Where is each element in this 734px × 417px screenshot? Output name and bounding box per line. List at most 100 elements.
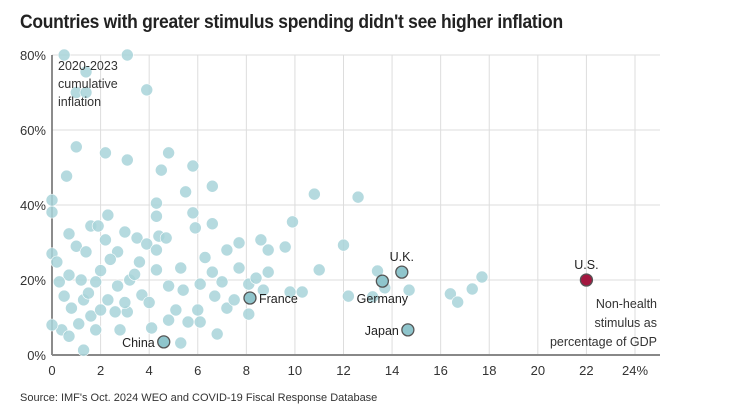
data-point — [104, 253, 117, 266]
data-point — [162, 313, 175, 327]
data-point — [366, 290, 379, 304]
x-tick-label: 14 — [385, 363, 399, 378]
data-point — [193, 277, 207, 291]
data-point — [121, 48, 134, 62]
x-tick-label: 24% — [622, 363, 648, 378]
data-point — [94, 303, 107, 317]
data-point — [162, 279, 175, 293]
label-uk: U.K. — [390, 250, 414, 264]
x-tick-label: 6 — [194, 363, 201, 378]
data-point — [118, 225, 132, 239]
y-tick-label: 80% — [20, 48, 46, 63]
data-point — [176, 283, 190, 297]
data-point — [198, 251, 212, 264]
point-germany — [375, 274, 390, 288]
y-axis-title-line: 2020-2023 — [58, 59, 118, 73]
data-point — [220, 301, 234, 315]
data-point — [193, 315, 207, 329]
point-us — [579, 273, 594, 287]
data-point — [402, 283, 416, 297]
data-point — [257, 283, 270, 297]
data-point — [220, 243, 234, 257]
x-tick-label: 22 — [579, 363, 593, 378]
data-point — [79, 245, 93, 259]
data-point — [140, 237, 154, 251]
y-tick-label: 20% — [20, 273, 46, 288]
data-point — [169, 303, 183, 317]
data-point — [189, 221, 202, 235]
data-point — [261, 243, 275, 257]
data-point — [254, 233, 268, 247]
y-axis-title-line: cumulative — [58, 77, 118, 91]
data-point — [77, 343, 90, 357]
label-china: China — [122, 336, 155, 350]
data-point — [286, 215, 299, 229]
data-point — [52, 275, 66, 289]
x-axis-title-line: stimulus as — [594, 316, 657, 330]
data-point — [62, 268, 76, 282]
data-point — [118, 296, 132, 309]
data-point — [337, 238, 350, 252]
data-point — [186, 206, 200, 220]
data-point — [69, 239, 83, 253]
y-tick-label: 0% — [27, 348, 46, 363]
data-point — [91, 219, 105, 233]
data-point — [99, 146, 112, 160]
data-point — [206, 265, 219, 279]
data-point — [181, 315, 195, 329]
axes: 0% 20% 40% 60% 80% 0 2 4 6 8 10 12 14 16 18 20 22 24% — [20, 48, 660, 378]
data-point — [295, 285, 309, 299]
data-point — [133, 255, 146, 269]
data-point — [113, 323, 127, 337]
data-point — [82, 286, 95, 300]
data-point — [45, 193, 59, 207]
x-axis-title-line: Non-health — [596, 297, 657, 311]
data-point — [89, 323, 103, 337]
data-point — [142, 296, 156, 309]
gridlines — [52, 54, 660, 355]
data-point — [351, 190, 365, 204]
annotations: 2020-2023 cumulative inflation Non-health st… — [58, 59, 657, 349]
label-france: France — [259, 292, 298, 306]
data-point — [101, 208, 115, 222]
data-point — [57, 289, 71, 303]
data-point — [242, 307, 256, 321]
data-point — [261, 265, 275, 279]
data-point — [84, 309, 98, 323]
data-point — [475, 270, 489, 284]
x-tick-label: 20 — [531, 363, 545, 378]
x-tick-label: 10 — [288, 363, 302, 378]
data-point — [186, 159, 200, 173]
data-point — [72, 317, 86, 331]
label-us: U.S. — [574, 258, 598, 272]
data-point — [150, 196, 163, 210]
data-point — [206, 217, 219, 231]
data-point — [232, 236, 246, 250]
data-point — [342, 289, 355, 303]
data-point — [308, 187, 321, 201]
data-point — [89, 275, 103, 289]
data-point — [150, 263, 163, 277]
x-tick-label: 12 — [336, 363, 350, 378]
point-uk — [395, 265, 409, 279]
data-point — [206, 179, 219, 193]
label-japan: Japan — [365, 324, 399, 338]
x-axis-title: Non-health stimulus as percentage of GDP — [550, 297, 657, 349]
data-point — [60, 169, 73, 183]
data-point — [465, 282, 479, 296]
data-point — [444, 287, 457, 301]
y-axis-title-line: inflation — [58, 95, 101, 109]
data-point — [191, 303, 205, 317]
data-point — [45, 205, 59, 219]
data-point — [215, 275, 229, 289]
data-point — [65, 301, 78, 315]
data-point — [278, 240, 292, 254]
data-point — [45, 318, 59, 332]
data-point — [162, 146, 175, 160]
x-tick-label: 2 — [97, 363, 104, 378]
data-point — [50, 255, 64, 269]
data-point — [150, 209, 163, 223]
x-tick-label: 16 — [433, 363, 447, 378]
data-point — [108, 305, 122, 319]
y-axis-title: 2020-2023 cumulative inflation — [58, 59, 118, 109]
